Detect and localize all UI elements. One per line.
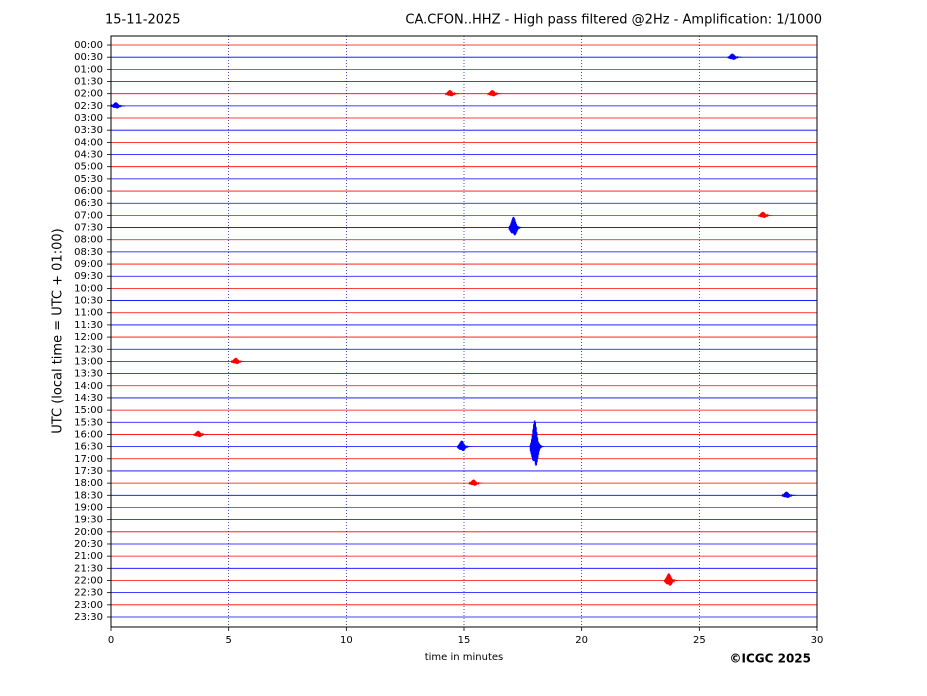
y-tick-label: 11:00: [74, 308, 103, 319]
seismic-event: [444, 90, 460, 97]
y-tick-label: 01:00: [74, 64, 103, 75]
x-tick-label: 25: [693, 635, 706, 646]
seismic-event: [193, 430, 208, 438]
x-axis-label: time in minutes: [425, 652, 504, 663]
y-axis-label: UTC (local time = UTC + 01:00): [51, 228, 66, 433]
x-tick-label: 5: [225, 635, 231, 646]
seismic-event: [230, 357, 246, 365]
date: 15-11-2025: [105, 13, 181, 28]
seismic-event: [529, 420, 545, 467]
y-tick-label: 23:30: [74, 612, 103, 623]
seismic-event: [487, 90, 502, 97]
y-tick-label: 23:00: [74, 600, 103, 611]
y-tick-label: 03:00: [74, 113, 103, 124]
y-tick-label: 09:30: [74, 271, 103, 282]
chart-title: CA.CFON..HHZ - High pass filtered @2Hz -…: [405, 13, 822, 28]
y-tick-label: 05:00: [74, 162, 103, 173]
y-tick-label: 03:30: [74, 125, 103, 136]
seismic-event: [456, 440, 471, 452]
y-tick-label: 06:30: [74, 198, 103, 209]
seismic-event: [781, 491, 796, 498]
seismic-event: [663, 573, 679, 586]
y-tick-label: 02:00: [74, 89, 103, 100]
y-tick-label: 09:00: [74, 259, 103, 270]
y-tick-label: 17:30: [74, 466, 103, 477]
plot-frame: [110, 35, 818, 628]
y-tick-label: 21:00: [74, 551, 103, 562]
y-tick-label: 19:00: [74, 502, 103, 513]
y-tick-label: 12:30: [74, 344, 103, 355]
y-tick-label: 04:30: [74, 150, 103, 161]
y-tick-label: 19:30: [74, 515, 103, 526]
y-tick-label: 21:30: [74, 563, 103, 574]
y-tick-label: 18:30: [74, 490, 103, 501]
y-tick-label: 04:00: [74, 137, 103, 148]
y-tick-label: 14:30: [74, 393, 103, 404]
y-tick-label: 08:00: [74, 235, 103, 246]
y-tick-label: 18:00: [74, 478, 103, 489]
y-tick-label: 00:30: [74, 52, 103, 63]
seismic-event: [508, 216, 523, 236]
seismic-event: [468, 479, 483, 486]
y-tick-label: 07:30: [74, 223, 103, 234]
y-tick-label: 14:00: [74, 381, 103, 392]
y-tick-label: 10:00: [74, 283, 103, 294]
copyright: ©ICGC 2025: [729, 652, 811, 666]
y-tick-label: 20:30: [74, 539, 103, 550]
y-tick-label: 07:00: [74, 210, 103, 221]
y-tick-label: 00:00: [74, 40, 103, 51]
y-tick-label: 16:30: [74, 442, 103, 453]
x-tick-label: 10: [340, 635, 353, 646]
y-tick-label: 10:30: [74, 296, 103, 307]
y-tick-label: 08:30: [74, 247, 103, 258]
y-tick-label: 12:00: [74, 332, 103, 343]
y-tick-label: 15:00: [74, 405, 103, 416]
seismic-event: [110, 102, 126, 109]
y-tick-label: 22:30: [74, 588, 103, 599]
y-tick-label: 15:30: [74, 417, 103, 428]
seismic-event: [727, 53, 742, 60]
y-tick-label: 16:00: [74, 429, 103, 440]
seismic-event: [757, 211, 773, 219]
y-tick-label: 02:30: [74, 101, 103, 112]
y-tick-label: 05:30: [74, 174, 103, 185]
x-tick-label: 20: [575, 635, 588, 646]
y-tick-label: 13:00: [74, 356, 103, 367]
y-tick-label: 13:30: [74, 369, 103, 380]
y-tick-label: 01:30: [74, 77, 103, 88]
y-tick-label: 17:00: [74, 454, 103, 465]
y-tick-label: 06:00: [74, 186, 103, 197]
y-tick-label: 22:00: [74, 575, 103, 586]
y-tick-label: 11:30: [74, 320, 103, 331]
y-tick-label: 20:00: [74, 527, 103, 538]
x-tick-label: 0: [108, 635, 114, 646]
x-tick-label: 15: [458, 635, 471, 646]
x-tick-label: 30: [811, 635, 824, 646]
